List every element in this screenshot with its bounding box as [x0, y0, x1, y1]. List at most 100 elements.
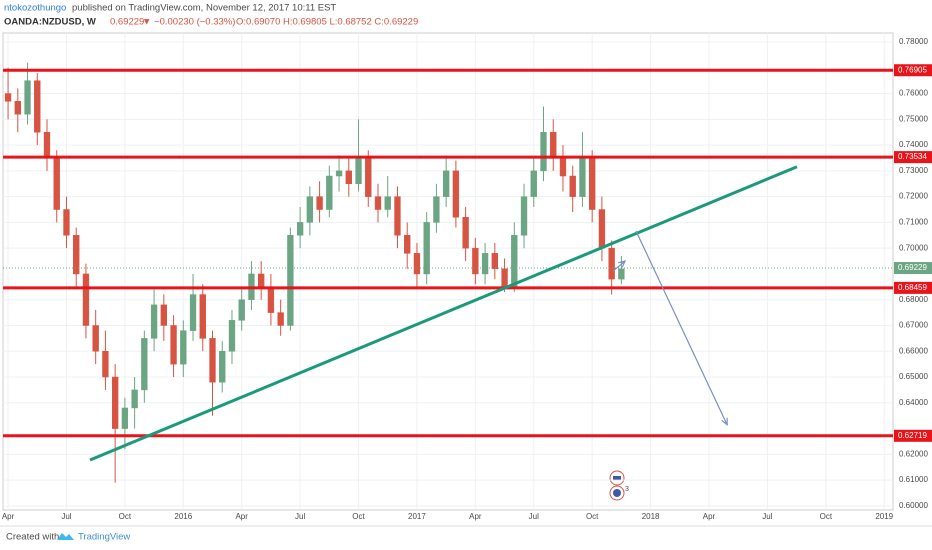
candle-body [141, 338, 148, 391]
candle-body [199, 294, 206, 339]
candle-body [189, 294, 197, 331]
y-tick-label: 0.71000 [899, 218, 928, 227]
plot-frame [2, 32, 894, 511]
last: 0.69229 [110, 17, 144, 28]
last-price-label: 0.69229 [898, 263, 927, 272]
event-count: 3 [625, 486, 629, 493]
created: Created with [6, 532, 59, 543]
last-price-tag [894, 262, 932, 275]
level-tag [894, 281, 932, 294]
x-tick-label: Jul [529, 512, 539, 521]
candle-body [598, 209, 606, 249]
candle-body [277, 312, 284, 326]
symbol: OANDA:NZDUSD, W [4, 17, 96, 28]
candle-body [219, 351, 226, 383]
candle-body [491, 253, 498, 270]
y-tick-label: 0.78000 [899, 37, 928, 46]
candle-body [150, 304, 158, 339]
candle-body [63, 209, 70, 236]
candle-body [53, 157, 60, 210]
candle-body [413, 253, 421, 275]
level-tag [894, 429, 932, 442]
x-tick-label: Oct [820, 512, 833, 521]
level-tag [894, 151, 932, 164]
candle-body [82, 273, 90, 326]
y-tick-label: 0.62000 [899, 449, 928, 458]
ohlc: O:0.69070 H:0.69805 L:0.68752 C:0.69229 [236, 17, 418, 28]
y-tick-label: 0.76000 [899, 89, 928, 98]
candle-body [394, 196, 401, 236]
y-tick-label: 0.70000 [899, 243, 928, 252]
candle-body [365, 157, 372, 197]
candle-body [238, 299, 245, 321]
published: published on TradingView.com, November 1… [72, 3, 336, 14]
candle-body [530, 170, 537, 197]
candle-body [559, 157, 567, 177]
events [609, 470, 625, 501]
y-tick-label: 0.64000 [899, 398, 928, 407]
x-tick-label: Jul [762, 512, 772, 521]
candle-body [316, 196, 323, 210]
candle-body [131, 389, 138, 409]
x-tick-label: 2016 [174, 512, 192, 521]
candle-body [160, 304, 167, 326]
candle-body [618, 268, 625, 280]
candle-body [180, 330, 187, 365]
y-tick-label: 0.74000 [899, 140, 928, 149]
candle-body [121, 407, 129, 429]
candle-body [462, 217, 469, 249]
candle-body [501, 268, 508, 288]
candle-body [540, 131, 547, 172]
candle-body [287, 235, 294, 326]
event-icon [613, 489, 621, 497]
candle-body [306, 196, 314, 223]
candle-body [4, 93, 12, 102]
x-tick-label: Jul [295, 512, 305, 521]
candle-body [481, 253, 489, 275]
candle-body [92, 325, 99, 352]
candle-body [296, 222, 304, 236]
level-label: 0.68459 [898, 283, 927, 292]
author: ntokozothungo [4, 3, 66, 14]
x-tick-label: Oct [119, 512, 132, 521]
candle-body [170, 325, 177, 365]
candle-body [452, 170, 460, 218]
x-tick-label: Oct [586, 512, 599, 521]
candle-body [267, 286, 275, 313]
candle-body [102, 351, 109, 378]
y-tick-label: 0.65000 [899, 372, 928, 381]
candle-body [24, 80, 31, 115]
candle-body [209, 338, 216, 383]
brand: TradingView [78, 532, 130, 543]
x-tick-label: Jul [61, 512, 71, 521]
candle-body [384, 196, 391, 210]
y-tick-label: 0.72000 [899, 192, 928, 201]
candle-body [608, 247, 615, 280]
x-tick-label: Apr [703, 512, 716, 521]
x-tick-label: Apr [235, 512, 248, 521]
level-label: 0.62719 [898, 431, 927, 440]
x-tick-label: Oct [352, 512, 365, 521]
candle-body [511, 235, 518, 288]
candle-body [345, 170, 352, 185]
candle-body [111, 376, 119, 429]
candle-body [520, 196, 528, 236]
candle-body [374, 196, 382, 210]
candle-body [43, 131, 51, 159]
candle-body [34, 80, 41, 133]
candle-body [472, 247, 479, 275]
candle-body [228, 320, 236, 352]
y-tick-label: 0.66000 [899, 346, 928, 355]
y-tick-label: 0.61000 [899, 475, 928, 484]
candle-body [433, 196, 440, 223]
x-tick-label: Apr [469, 512, 482, 521]
level-label: 0.73534 [898, 152, 927, 161]
candle-body [14, 101, 21, 115]
candle-body [423, 222, 430, 275]
arrow [612, 260, 627, 272]
logo [57, 533, 74, 540]
x-tick-label: 2019 [875, 512, 893, 521]
y-tick-label: 0.73000 [899, 166, 928, 175]
candle-body [335, 170, 343, 177]
